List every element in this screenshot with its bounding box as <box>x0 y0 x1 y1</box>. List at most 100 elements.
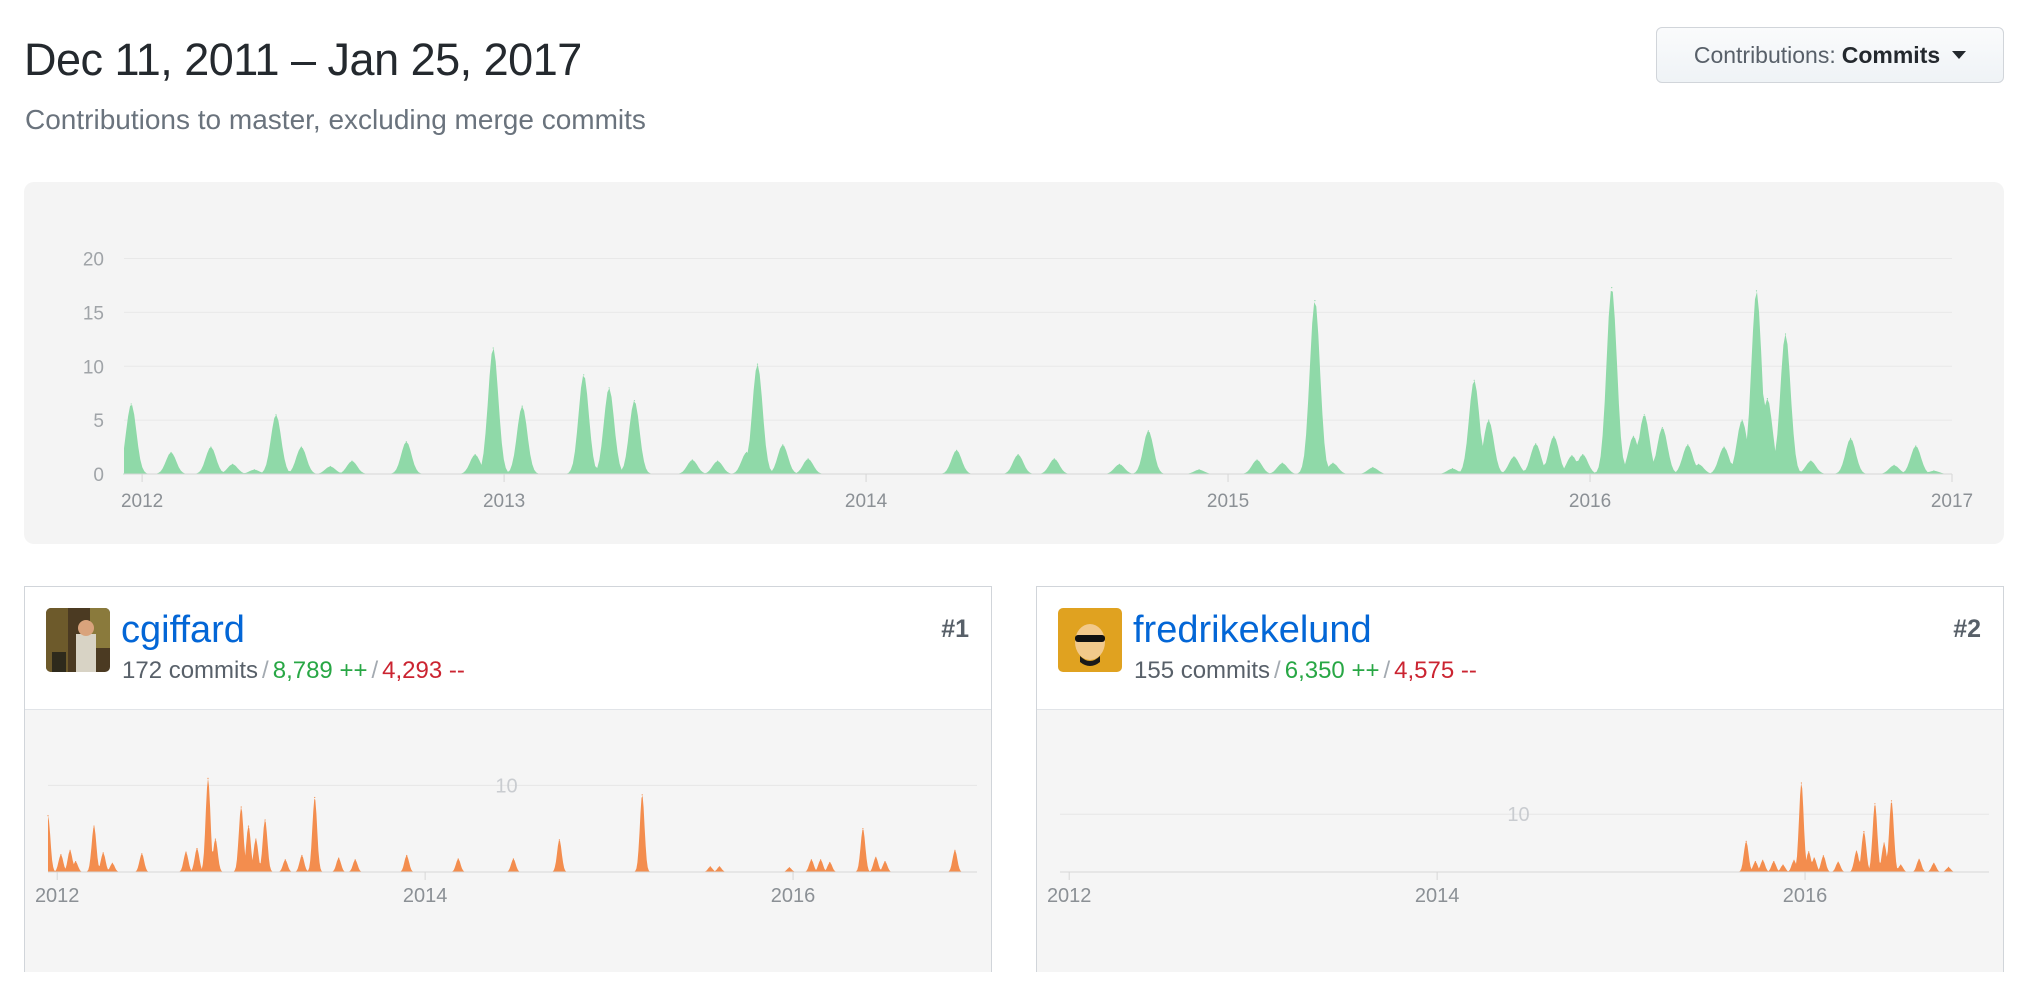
data-point <box>314 796 316 799</box>
data-point <box>1745 840 1747 842</box>
data-point <box>111 862 113 864</box>
x-tick-label: 2014 <box>845 491 888 512</box>
avatar-image <box>1058 608 1122 672</box>
data-point <box>329 465 331 468</box>
data-point <box>93 825 95 827</box>
data-point <box>300 446 302 448</box>
data-point <box>406 854 408 857</box>
y-tick-label: 10 <box>495 775 517 797</box>
data-point <box>1053 458 1055 460</box>
y-tick-label: 5 <box>93 411 104 432</box>
deletions-count: 4,575 -- <box>1394 657 1477 684</box>
data-point <box>1611 287 1613 289</box>
contributor-card: cgiffard 172 commits/8,789 ++/4,293 -- #… <box>24 586 992 972</box>
data-point <box>1451 468 1454 470</box>
data-point <box>1890 800 1893 802</box>
data-point <box>956 449 958 451</box>
data-point <box>354 859 356 861</box>
data-point <box>717 460 719 462</box>
contributor-name-link[interactable]: fredrikekelund <box>1133 609 1372 651</box>
stats-separator: / <box>262 657 269 684</box>
data-point <box>788 867 791 869</box>
data-point <box>1800 782 1802 784</box>
data-point <box>492 347 494 349</box>
data-point <box>264 819 266 821</box>
data-point <box>185 851 187 853</box>
data-point <box>1571 455 1573 457</box>
data-point <box>1118 463 1120 465</box>
data-point <box>1915 445 1917 447</box>
data-point <box>641 794 643 796</box>
data-point <box>807 458 809 460</box>
data-point <box>1933 862 1935 864</box>
data-point <box>1893 464 1895 466</box>
data-point <box>1900 864 1902 866</box>
data-point <box>1473 379 1475 381</box>
data-point <box>1947 866 1950 868</box>
data-point <box>1855 850 1858 852</box>
additions-count: 8,789 ++ <box>272 657 368 684</box>
contributions-label: Contributions: <box>1693 41 1836 68</box>
data-point <box>240 806 242 808</box>
data-point <box>512 858 514 860</box>
data-point <box>756 363 759 365</box>
data-point <box>214 838 216 840</box>
data-point <box>284 859 286 861</box>
x-tick-label: 2012 <box>35 885 80 907</box>
series-area <box>48 778 977 872</box>
data-point <box>829 861 831 864</box>
data-point <box>210 446 212 448</box>
data-point <box>1582 454 1584 456</box>
data-point <box>247 825 250 827</box>
y-tick-label: 10 <box>83 357 104 378</box>
data-point <box>1933 470 1935 472</box>
data-point <box>1837 861 1839 863</box>
commits-timeline-svg: 0 5 10 15 20 2012 2013 2014 2015 2016 2017 <box>83 250 1973 512</box>
data-point <box>1332 462 1334 464</box>
contributor-card-header: cgiffard 172 commits/8,789 ++/4,293 -- #… <box>25 587 991 710</box>
contributor-card: fredrikekelund 155 commits/6,350 ++/4,57… <box>1036 586 2004 972</box>
data-point <box>1198 469 1200 471</box>
data-point <box>1754 861 1756 863</box>
data-point <box>1723 446 1725 448</box>
data-point <box>746 451 748 454</box>
additions-count: 6,350 ++ <box>1284 657 1380 684</box>
data-point <box>521 405 523 407</box>
x-tick-label: 2016 <box>1783 885 1828 907</box>
data-point <box>69 849 71 851</box>
data-point <box>1762 859 1764 861</box>
y-tick-label: 15 <box>83 303 104 324</box>
data-point <box>583 374 585 376</box>
contributions-subtitle: Contributions to master, excluding merge… <box>25 104 646 135</box>
contributions-type-dropdown[interactable]: Contributions: Commits <box>1656 27 2004 83</box>
data-point <box>1874 803 1876 805</box>
avatar[interactable] <box>46 608 110 672</box>
contributor-name-link[interactable]: cgiffard <box>121 609 245 651</box>
data-point <box>558 839 561 841</box>
data-point <box>338 857 340 859</box>
x-tick-label: 2014 <box>1415 885 1460 907</box>
data-point <box>474 454 476 456</box>
data-point <box>1017 454 1019 456</box>
data-point <box>718 866 721 868</box>
y-tick-label: 10 <box>1507 804 1529 826</box>
series-area <box>1060 783 1989 872</box>
data-point <box>1810 460 1812 462</box>
avatar[interactable] <box>1058 608 1122 672</box>
data-point <box>691 459 693 461</box>
data-point <box>1553 435 1555 437</box>
data-point <box>170 451 172 454</box>
data-point <box>1850 437 1852 439</box>
commit-count: 155 commits <box>1134 657 1271 684</box>
data-point <box>1773 861 1775 863</box>
data-point <box>954 849 956 851</box>
data-point <box>862 828 864 830</box>
data-point <box>102 852 104 854</box>
stats-separator: / <box>1383 657 1391 684</box>
x-tick-label: 2012 <box>121 491 163 512</box>
data-point <box>75 861 77 863</box>
data-point <box>1883 842 1885 844</box>
contributor-rank: #1 <box>941 615 969 643</box>
data-point <box>1372 466 1374 469</box>
data-point <box>1784 333 1787 335</box>
